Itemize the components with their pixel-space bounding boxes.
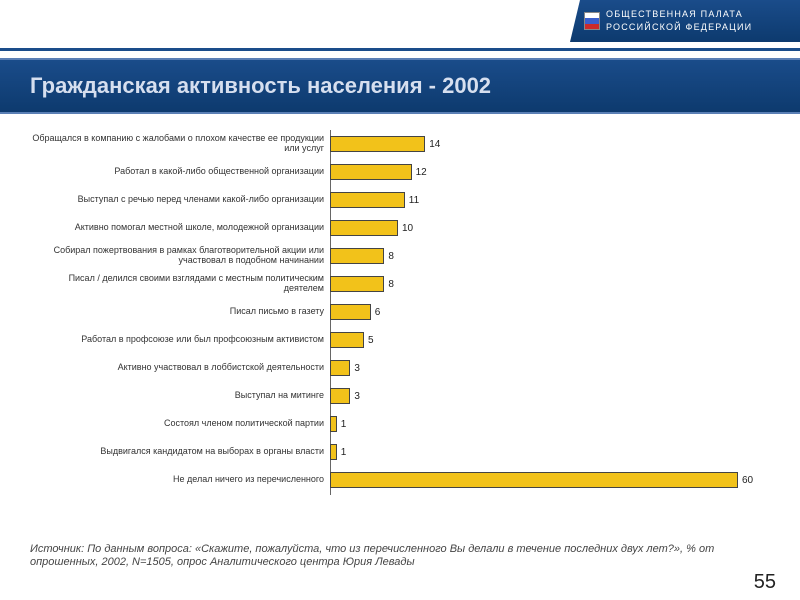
- logo-line2: РОССИЙСКОЙ ФЕДЕРАЦИИ: [606, 21, 800, 34]
- bar-value: 11: [409, 195, 419, 206]
- logo-banner: ОБЩЕСТВЕННАЯ ПАЛАТА РОССИЙСКОЙ ФЕДЕРАЦИИ: [570, 0, 800, 42]
- chart-row: Активно участвовал в лоббистской деятель…: [30, 354, 770, 382]
- chart-row: Выдвигался кандидатом на выборах в орган…: [30, 438, 770, 466]
- bar-value: 8: [388, 251, 394, 262]
- bar: [330, 416, 337, 432]
- bar-label: Выдвигался кандидатом на выборах в орган…: [30, 447, 330, 457]
- bar-plot: 12: [330, 158, 770, 186]
- bar: [330, 444, 337, 460]
- bar-label: Работал в какой-либо общественной органи…: [30, 167, 330, 177]
- source-footnote: Источник: По данным вопроса: «Скажите, п…: [30, 543, 740, 571]
- bar: [330, 388, 350, 404]
- header-region: ОБЩЕСТВЕННАЯ ПАЛАТА РОССИЙСКОЙ ФЕДЕРАЦИИ…: [0, 0, 800, 120]
- chart-row: Работал в профсоюзе или был профсоюзным …: [30, 326, 770, 354]
- chart-row: Писал / делился своими взглядами с местн…: [30, 270, 770, 298]
- chart-row: Состоял членом политической партии 1: [30, 410, 770, 438]
- bar-label: Писал / делился своими взглядами с местн…: [30, 274, 330, 294]
- bar: [330, 332, 364, 348]
- bar-value: 5: [368, 335, 374, 346]
- bar-plot: 10: [330, 214, 770, 242]
- bar: [330, 192, 405, 208]
- bar: [330, 276, 384, 292]
- chart-row: Работал в какой-либо общественной органи…: [30, 158, 770, 186]
- bar-label: Не делал ничего из перечисленного: [30, 475, 330, 485]
- bar-value: 60: [742, 475, 753, 486]
- bar: [330, 164, 412, 180]
- bar-label: Выступал на митинге: [30, 391, 330, 401]
- bar: [330, 136, 425, 152]
- bar-label: Работал в профсоюзе или был профсоюзным …: [30, 335, 330, 345]
- bar: [330, 360, 350, 376]
- title-band: Гражданская активность населения - 2002: [0, 58, 800, 114]
- chart-row: Обращался в компанию с жалобами о плохом…: [30, 130, 770, 158]
- chart-row: Активно помогал местной школе, молодежно…: [30, 214, 770, 242]
- bar-chart: Обращался в компанию с жалобами о плохом…: [30, 130, 770, 530]
- bar-plot: 60: [330, 466, 770, 494]
- page-title: Гражданская активность населения - 2002: [30, 73, 491, 99]
- bar-value: 1: [341, 447, 347, 458]
- bar-label: Писал письмо в газету: [30, 307, 330, 317]
- bar-label: Активно участвовал в лоббистской деятель…: [30, 363, 330, 373]
- bar-label: Состоял членом политической партии: [30, 419, 330, 429]
- page-number: 55: [754, 571, 776, 594]
- bar-label: Выступал с речью перед членами какой-либ…: [30, 195, 330, 205]
- chart-row: Собирал пожертвования в рамках благотвор…: [30, 242, 770, 270]
- bar-value: 14: [429, 139, 440, 150]
- bar-value: 8: [388, 279, 394, 290]
- header-thin-line: [0, 48, 800, 51]
- bar-label: Собирал пожертвования в рамках благотвор…: [30, 246, 330, 266]
- bar-value: 12: [416, 167, 427, 178]
- bar-plot: 11: [330, 186, 770, 214]
- bar-plot: 1: [330, 438, 770, 466]
- bar-plot: 8: [330, 242, 770, 270]
- bar: [330, 220, 398, 236]
- bar: [330, 248, 384, 264]
- chart-row: Не делал ничего из перечисленного 60: [30, 466, 770, 494]
- bar-value: 6: [375, 307, 381, 318]
- bar-plot: 1: [330, 410, 770, 438]
- bar-value: 3: [354, 363, 360, 374]
- bar-value: 3: [354, 391, 360, 402]
- bar-plot: 3: [330, 354, 770, 382]
- bar-plot: 6: [330, 298, 770, 326]
- bar: [330, 472, 738, 488]
- bar-plot: 8: [330, 270, 770, 298]
- bar-label: Обращался в компанию с жалобами о плохом…: [30, 134, 330, 154]
- bar-plot: 14: [330, 130, 770, 158]
- chart-row: Писал письмо в газету 6: [30, 298, 770, 326]
- bar-plot: 5: [330, 326, 770, 354]
- logo-line1: ОБЩЕСТВЕННАЯ ПАЛАТА: [606, 8, 800, 21]
- bar-value: 1: [341, 419, 347, 430]
- bar-plot: 3: [330, 382, 770, 410]
- chart-row: Выступал на митинге 3: [30, 382, 770, 410]
- bar: [330, 304, 371, 320]
- flag-icon: [584, 12, 600, 30]
- bar-label: Активно помогал местной школе, молодежно…: [30, 223, 330, 233]
- bar-value: 10: [402, 223, 413, 234]
- chart-row: Выступал с речью перед членами какой-либ…: [30, 186, 770, 214]
